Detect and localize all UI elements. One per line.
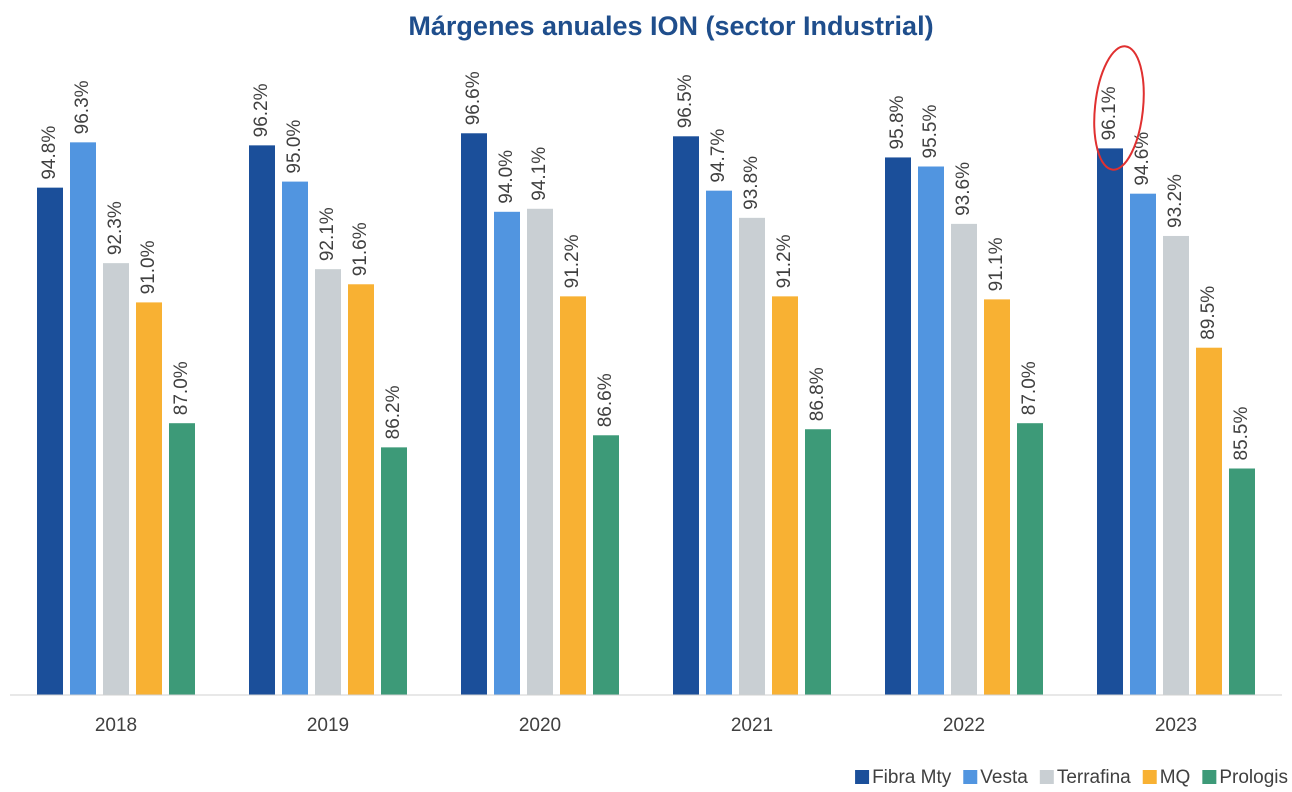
- data-label: 94.0%: [496, 150, 517, 204]
- chart-title: Márgenes anuales ION (sector Industrial): [408, 11, 933, 41]
- legend-label: Vesta: [980, 767, 1028, 788]
- bar: [1097, 148, 1123, 695]
- data-label: 91.6%: [350, 222, 371, 276]
- data-label: 92.1%: [317, 207, 338, 261]
- data-label: 91.2%: [774, 234, 795, 288]
- bar: [673, 136, 699, 696]
- data-label: 87.0%: [1019, 361, 1040, 415]
- data-label: 93.8%: [741, 156, 762, 210]
- data-label: 96.1%: [1099, 86, 1120, 140]
- bar: [984, 299, 1010, 695]
- data-label: 96.3%: [72, 80, 93, 134]
- bar: [315, 269, 341, 695]
- bar: [348, 284, 374, 695]
- bar: [1163, 235, 1189, 695]
- data-label: 85.5%: [1231, 407, 1252, 461]
- bar: [772, 296, 798, 695]
- data-label: 95.5%: [920, 105, 941, 159]
- data-label: 96.5%: [675, 74, 696, 128]
- legend-label: MQ: [1160, 767, 1191, 788]
- data-label: 94.6%: [1132, 132, 1153, 186]
- legend-label: Prologis: [1219, 767, 1288, 788]
- bar: [461, 133, 487, 695]
- legend-swatch: [1142, 770, 1157, 784]
- x-tick-label: 2023: [1155, 715, 1197, 736]
- bar: [169, 423, 195, 695]
- data-label: 95.8%: [887, 95, 908, 149]
- legend-label: Fibra Mty: [872, 767, 952, 788]
- x-tick-label: 2022: [943, 715, 985, 736]
- data-label: 89.5%: [1198, 286, 1219, 340]
- bar: [381, 447, 407, 695]
- legend-label: Terrafina: [1057, 767, 1131, 788]
- data-label: 86.6%: [595, 373, 616, 427]
- bar: [805, 429, 831, 695]
- bar: [282, 181, 308, 696]
- data-label: 91.0%: [138, 240, 159, 294]
- bar: [249, 145, 275, 696]
- data-label: 94.1%: [529, 147, 550, 201]
- data-label: 95.0%: [284, 120, 305, 174]
- bar: [1130, 193, 1156, 695]
- bar: [1017, 423, 1043, 695]
- bar: [1196, 347, 1222, 695]
- bar: [136, 302, 162, 695]
- data-label: 93.2%: [1165, 174, 1186, 228]
- legend-swatch: [1202, 770, 1217, 784]
- data-label: 96.6%: [463, 71, 484, 125]
- bar: [739, 217, 765, 695]
- highlight-circle: [1093, 45, 1145, 171]
- bar: [951, 223, 977, 695]
- data-label: 93.6%: [953, 162, 974, 216]
- bar: [103, 263, 129, 695]
- bar: [494, 211, 520, 696]
- bar: [560, 296, 586, 695]
- legend: Fibra Mty Vesta Terrafina MQ Prologis: [855, 767, 1288, 788]
- data-label: 94.7%: [708, 129, 729, 183]
- bar: [527, 208, 553, 695]
- bar: [37, 187, 63, 695]
- x-tick-label: 2020: [519, 715, 561, 736]
- data-label: 91.2%: [562, 234, 583, 288]
- legend-swatch: [1039, 770, 1054, 784]
- data-label: 96.2%: [251, 83, 272, 137]
- bar: [885, 157, 911, 695]
- data-label: 86.8%: [807, 367, 828, 421]
- data-label: 94.8%: [39, 126, 60, 180]
- bar: [593, 435, 619, 695]
- legend-swatch: [963, 770, 978, 784]
- data-label: 87.0%: [171, 361, 192, 415]
- data-label: 92.3%: [105, 201, 126, 255]
- bar: [70, 142, 96, 696]
- bar: [706, 190, 732, 695]
- x-tick-label: 2018: [95, 715, 137, 736]
- x-tick-label: 2021: [731, 715, 773, 736]
- legend-swatch: [855, 770, 870, 784]
- bar: [918, 166, 944, 695]
- bar: [1229, 468, 1255, 695]
- x-tick-label: 2019: [307, 715, 349, 736]
- data-label: 86.2%: [383, 385, 404, 439]
- data-label: 91.1%: [986, 237, 1007, 291]
